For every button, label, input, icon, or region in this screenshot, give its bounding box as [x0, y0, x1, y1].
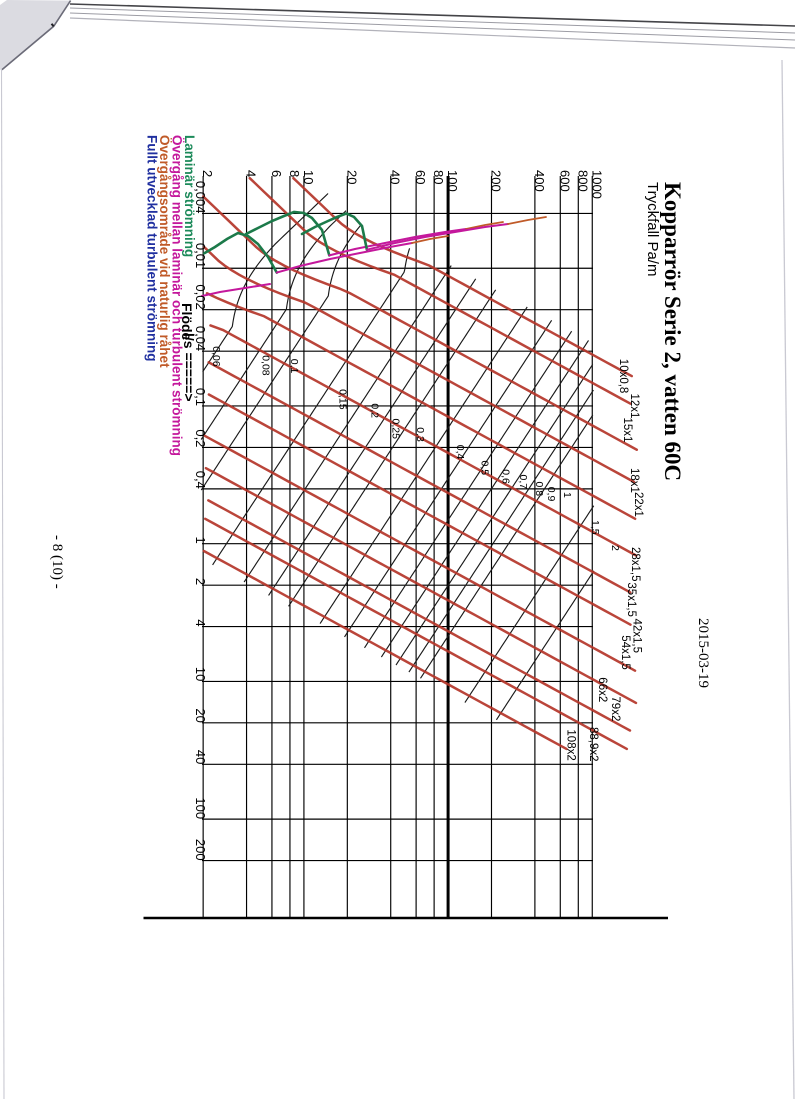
- svg-text:600: 600: [557, 170, 572, 192]
- svg-text:28x1,5: 28x1,5: [629, 547, 641, 582]
- svg-text:2: 2: [193, 578, 208, 585]
- svg-text:0,2: 0,2: [193, 429, 208, 447]
- svg-text:6: 6: [269, 170, 284, 177]
- svg-text:2015-03-19: 2015-03-19: [695, 618, 711, 688]
- svg-text:10: 10: [301, 170, 316, 184]
- svg-text:60: 60: [413, 170, 428, 184]
- svg-text:100: 100: [445, 170, 460, 192]
- svg-text:0,2: 0,2: [368, 403, 380, 418]
- svg-text:Fullt utvecklad turbulent strö: Fullt utvecklad turbulent strömning: [145, 135, 160, 362]
- svg-text:40: 40: [388, 170, 403, 184]
- svg-text:1: 1: [561, 492, 573, 498]
- svg-text:10x0,8: 10x0,8: [617, 359, 629, 394]
- svg-text:20: 20: [344, 170, 359, 184]
- svg-text:108x2: 108x2: [565, 729, 577, 760]
- svg-text:8: 8: [287, 170, 302, 177]
- svg-text:4: 4: [193, 619, 208, 626]
- svg-text:35x1,5: 35x1,5: [625, 582, 637, 617]
- svg-text:100: 100: [193, 797, 208, 819]
- svg-text:66x2: 66x2: [596, 677, 608, 702]
- svg-text:40: 40: [193, 750, 208, 764]
- svg-text:54x1,5: 54x1,5: [619, 635, 631, 670]
- svg-text:1000: 1000: [589, 170, 604, 199]
- svg-text:88,9x2: 88,9x2: [587, 727, 599, 762]
- svg-text:79x2: 79x2: [609, 696, 621, 721]
- svg-text:10: 10: [193, 667, 208, 681]
- svg-text:0,5: 0,5: [479, 461, 491, 476]
- svg-text:22x1: 22x1: [632, 492, 644, 517]
- svg-text:- 8 (10) -: - 8 (10) -: [49, 535, 65, 589]
- svg-text:1,5: 1,5: [589, 520, 601, 535]
- svg-text:0,8: 0,8: [533, 482, 545, 497]
- svg-text:18x1: 18x1: [628, 468, 640, 493]
- svg-text:0,7: 0,7: [517, 475, 529, 490]
- svg-text:0,06: 0,06: [210, 346, 222, 367]
- svg-text:80: 80: [431, 170, 446, 184]
- svg-text:0,08: 0,08: [260, 355, 272, 376]
- svg-text:0,1: 0,1: [288, 359, 300, 374]
- svg-text:Tryckfall Pa/m: Tryckfall Pa/m: [644, 182, 661, 276]
- svg-text:200: 200: [488, 170, 503, 192]
- svg-text:0,3: 0,3: [414, 427, 426, 442]
- svg-text:0,4: 0,4: [454, 445, 466, 460]
- svg-text:0,9: 0,9: [545, 487, 557, 502]
- svg-text:Kopparrör Serie 2, vatten 60C: Kopparrör Serie 2, vatten 60C: [660, 182, 685, 481]
- svg-text:42x1,5: 42x1,5: [631, 619, 643, 654]
- svg-text:0,6: 0,6: [500, 469, 512, 484]
- svg-text:4: 4: [244, 170, 259, 177]
- svg-text:0,25: 0,25: [389, 419, 401, 440]
- svg-text:200: 200: [193, 839, 208, 861]
- svg-text:0,4: 0,4: [193, 471, 208, 489]
- svg-text:12x1: 12x1: [628, 394, 640, 419]
- svg-text:20: 20: [193, 708, 208, 722]
- svg-text:15x1: 15x1: [621, 418, 633, 443]
- svg-text:800: 800: [575, 170, 590, 192]
- svg-text:2: 2: [200, 170, 215, 177]
- svg-text:2: 2: [609, 545, 621, 551]
- svg-text:400: 400: [532, 170, 547, 192]
- svg-text:0,15: 0,15: [336, 389, 348, 410]
- svg-text:1: 1: [193, 536, 208, 543]
- svg-text:l/s =====>: l/s =====>: [181, 333, 197, 402]
